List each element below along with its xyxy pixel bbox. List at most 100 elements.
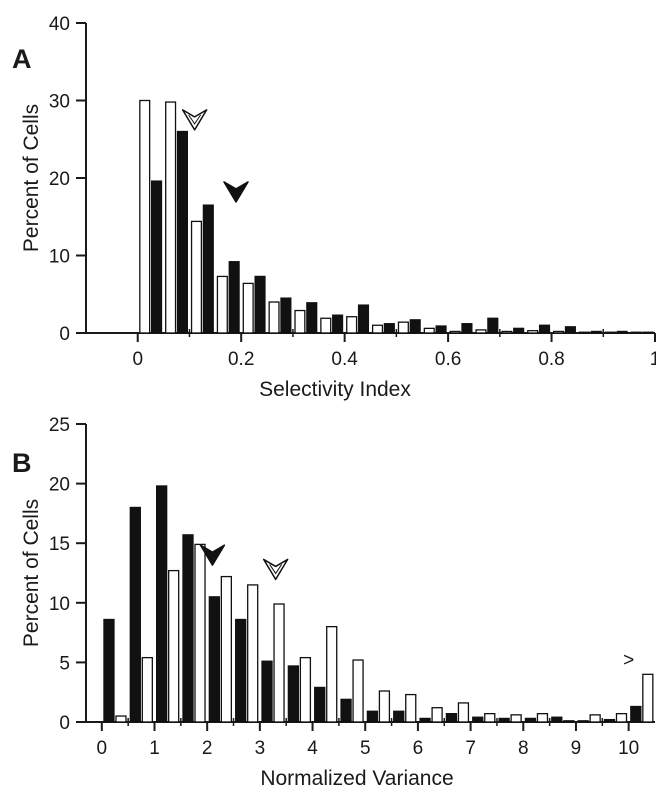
y-tick-label: 15 [49, 534, 70, 555]
filled-bar [487, 317, 499, 334]
open-bar [475, 329, 487, 334]
filled-bar [383, 323, 395, 334]
y-tick-label: 10 [49, 247, 70, 268]
open-bar [431, 707, 443, 723]
filled-bar [151, 180, 163, 334]
filled-bar [551, 716, 563, 723]
filled-bar [332, 314, 344, 334]
filled-bar [642, 331, 654, 334]
open-bar [642, 673, 654, 723]
open-arrowhead-inner [269, 564, 283, 575]
filled-bar [156, 485, 168, 723]
y-tick-label: 25 [49, 415, 70, 436]
panel-letter: B [12, 448, 32, 478]
open-bar [190, 220, 203, 334]
filled-bar [103, 618, 115, 723]
open-bar [615, 713, 628, 723]
open-bar [299, 656, 312, 723]
filled-bar [280, 297, 292, 334]
open-bar [371, 324, 384, 334]
open-bar [352, 659, 364, 723]
open-bar [220, 575, 233, 723]
open-bar [405, 693, 417, 723]
filled-bar [630, 705, 642, 723]
filled-bar [393, 710, 405, 723]
x-tick-label: 0 [97, 738, 108, 759]
y-tick-label: 0 [59, 713, 70, 734]
filled-bar [202, 204, 214, 334]
filled-bar [306, 302, 318, 334]
open-bar [268, 301, 280, 334]
open-bar [457, 702, 470, 723]
open-bar [589, 714, 601, 723]
open-bar [326, 625, 338, 723]
filled-bar [538, 324, 551, 334]
x-tick-label: 1 [149, 738, 160, 759]
y-tick-label: 10 [49, 594, 70, 615]
filled-bar [590, 330, 602, 334]
open-bar [449, 330, 461, 334]
filled-bar [603, 718, 616, 723]
y-axis-title: Percent of Cells [20, 499, 43, 647]
x-tick-label: 0.4 [331, 349, 358, 370]
filled-bar [498, 717, 510, 723]
x-tick-label: 10 [618, 738, 639, 759]
filled-bar [254, 275, 266, 334]
open-arrowhead-marker [181, 109, 208, 131]
open-bar [294, 309, 306, 334]
filled-bar [564, 326, 576, 334]
open-bar [216, 275, 228, 334]
open-bar [242, 282, 254, 334]
open-bar [630, 331, 642, 334]
open-bar [139, 99, 151, 334]
filled-bar [435, 325, 447, 334]
open-bar [563, 720, 575, 723]
panel-b: B 0 5 10 15 20 25 0 1 2 3 4 5 6 7 8 9 10 > Normalized Varia… [12, 415, 655, 790]
filled-bar [419, 717, 431, 723]
open-bar [501, 330, 513, 334]
filled-bar [357, 304, 370, 334]
open-arrowhead-inner [188, 114, 202, 125]
x-tick-label: 8 [518, 738, 529, 759]
filled-arrowhead-marker [223, 181, 249, 203]
x-tick-label: 4 [307, 738, 318, 759]
open-bar [194, 543, 206, 723]
x-axis-title: Normalized Variance [260, 767, 453, 790]
y-tick-label: 30 [49, 92, 70, 113]
y-tick-label: 0 [59, 324, 70, 345]
open-bar [527, 330, 539, 334]
filled-bar [314, 686, 326, 723]
filled-bar [513, 327, 525, 334]
open-arrowhead-marker [262, 558, 289, 581]
panel-a: A 0 10 20 30 40 0 0.2 0.4 0.6 0.8 1 Selectivity Inde… [12, 14, 656, 401]
x-tick-label: 3 [255, 738, 266, 759]
filled-bar [261, 660, 273, 723]
x-tick-label: 0 [132, 349, 143, 370]
filled-bar [176, 130, 189, 334]
open-bar [604, 331, 616, 334]
open-bar [397, 321, 409, 334]
filled-bar [129, 506, 141, 723]
y-tick-label: 20 [49, 169, 70, 190]
filled-bar [366, 710, 379, 723]
y-axis-title: Percent of Cells [20, 104, 43, 252]
open-bar [273, 603, 285, 723]
open-bar [115, 715, 127, 723]
y-tick-label: 5 [59, 653, 70, 674]
filled-bar [235, 618, 247, 723]
x-tick-label: 6 [413, 738, 424, 759]
x-tick-label: 9 [571, 738, 582, 759]
open-bar [320, 317, 332, 334]
open-bar [484, 713, 496, 723]
open-bar [536, 713, 549, 723]
y-tick-label: 40 [49, 14, 70, 35]
open-bar [552, 330, 565, 334]
x-tick-label: 0.6 [435, 349, 461, 370]
open-bar [578, 331, 590, 334]
open-bar [423, 327, 435, 334]
x-axis-title: Selectivity Index [259, 378, 411, 401]
open-bar [165, 101, 177, 334]
filled-bar [287, 665, 300, 723]
annotation-text: > [623, 650, 634, 671]
open-bar [247, 584, 259, 723]
